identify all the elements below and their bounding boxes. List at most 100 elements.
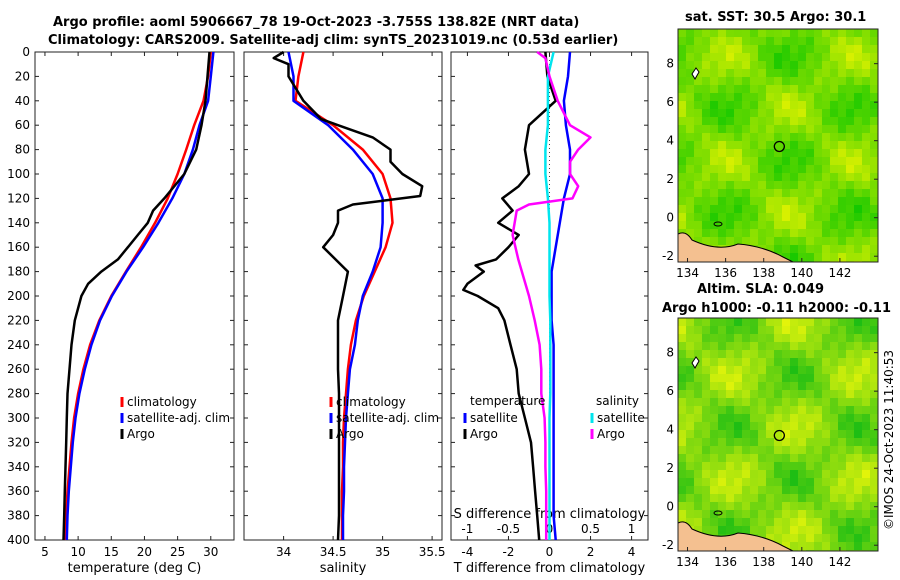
sst_map-cell (702, 181, 710, 189)
sst_map-cell (862, 133, 870, 141)
sst_map-cell (814, 53, 822, 61)
sst_map-cell (846, 29, 854, 37)
sst_map-cell (734, 61, 742, 69)
sst_map-cell (814, 61, 822, 69)
sla_map-cell (686, 446, 694, 454)
sla_map-cell (758, 494, 766, 502)
sla_map-cell (782, 422, 790, 430)
sst_map-cell (758, 173, 766, 181)
sla_map-cell (806, 414, 814, 422)
sla_map-cell (774, 414, 782, 422)
sst_map-cell (806, 53, 814, 61)
sla_map-cell (710, 462, 718, 470)
sst_map-cell (838, 69, 846, 77)
sla_map-cell (862, 438, 870, 446)
sst_map-cell (814, 213, 822, 221)
sst_map-cell (774, 197, 782, 205)
sst_map-cell (758, 61, 766, 69)
depth-tick-label: 60 (15, 118, 30, 132)
sla_map-cell (742, 414, 750, 422)
sst_map-cell (830, 221, 838, 229)
sla_map-cell (822, 390, 830, 398)
sst_map-cell (806, 229, 814, 237)
sst_map-cell (822, 149, 830, 157)
sst_map-cell (734, 53, 742, 61)
sst_map-cell (822, 141, 830, 149)
sla_map-cell (742, 422, 750, 430)
sst_map-cell (822, 29, 830, 37)
sst_map-cell (750, 221, 758, 229)
depth-tick-label: 120 (7, 191, 30, 205)
sst_map-cell (718, 69, 726, 77)
sst_map-cell (862, 101, 870, 109)
depth-tick-label: 400 (7, 533, 30, 547)
sla_map-cell (678, 366, 686, 374)
diff-legend-salinity-title: salinity (596, 394, 639, 408)
sla_map-cell (830, 502, 838, 510)
sla_map-cell (734, 486, 742, 494)
sla_map-cell (702, 390, 710, 398)
sla_map-cell (694, 350, 702, 358)
sst_map-cell (798, 165, 806, 173)
sst_map-cell (838, 237, 846, 245)
sst_map-cell (806, 205, 814, 213)
sst_map-cell (774, 229, 782, 237)
sst_map-cell (710, 237, 718, 245)
sst_map-cell (790, 85, 798, 93)
sla_map-cell (686, 382, 694, 390)
sst_map-cell (830, 125, 838, 133)
sla_map-cell (798, 486, 806, 494)
sla_map-cell (862, 414, 870, 422)
sst_map-cell (838, 85, 846, 93)
sla_map-cell (782, 366, 790, 374)
sla_map-cell (718, 342, 726, 350)
sla_map-xtick-label: 136 (714, 555, 737, 569)
sla_map-cell (854, 502, 862, 510)
sla_map-cell (678, 334, 686, 342)
sst_map-cell (846, 93, 854, 101)
sla_map-cell (758, 454, 766, 462)
sst_map-cell (742, 117, 750, 125)
sst_map-cell (870, 85, 878, 93)
sla_map-cell (806, 510, 814, 518)
sla_map-cell (838, 422, 846, 430)
sst_map-cell (822, 61, 830, 69)
sla_map-cell (718, 318, 726, 326)
diff-legend-t-satellite-label: satellite (470, 411, 518, 425)
sst_map-cell (870, 37, 878, 45)
sst_map-cell (702, 93, 710, 101)
sst_map-cell (750, 141, 758, 149)
sla_map-cell (734, 326, 742, 334)
sst_map-cell (742, 69, 750, 77)
sla_map-cell (758, 486, 766, 494)
sst_map-cell (846, 229, 854, 237)
sla_map-cell (798, 342, 806, 350)
sla_map-cell (694, 494, 702, 502)
sst_map-cell (726, 189, 734, 197)
sst_map-cell (750, 149, 758, 157)
temp-series-satellite-adj-clim (65, 51, 215, 541)
sla_map-cell (822, 502, 830, 510)
sst_map-cell (766, 101, 774, 109)
sla_map-cell (694, 454, 702, 462)
sst_map-cell (710, 133, 718, 141)
sst_map-cell (870, 29, 878, 37)
sst_map-cell (702, 197, 710, 205)
sla_map-cell (758, 342, 766, 350)
sst_map-cell (870, 53, 878, 61)
sla_map-cell (862, 342, 870, 350)
sst_map-cell (814, 69, 822, 77)
sla_map-cell (750, 478, 758, 486)
sla_map-cell (734, 358, 742, 366)
sst_map-cell (870, 141, 878, 149)
sst_map-cell (774, 61, 782, 69)
sst_map-cell (798, 101, 806, 109)
sla_map-cell (806, 382, 814, 390)
sst_map-cell (742, 61, 750, 69)
sst_map-cell (854, 205, 862, 213)
sst_map-cell (838, 173, 846, 181)
sst_map-cell (830, 85, 838, 93)
sst_map-cell (806, 253, 814, 261)
sst_map-cell (694, 237, 702, 245)
sst_map-cell (686, 53, 694, 61)
